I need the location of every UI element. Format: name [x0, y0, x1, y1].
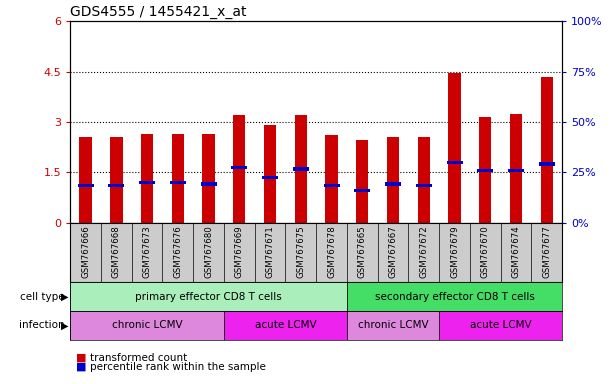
- Text: GSM767675: GSM767675: [296, 226, 306, 278]
- Text: GSM767671: GSM767671: [266, 226, 274, 278]
- Text: acute LCMV: acute LCMV: [470, 320, 532, 331]
- Bar: [70, 282, 347, 311]
- Bar: [510, 114, 522, 223]
- Bar: [264, 125, 276, 223]
- Text: ▶: ▶: [61, 320, 68, 331]
- Bar: [232, 166, 247, 169]
- Bar: [78, 184, 93, 187]
- Text: ■: ■: [76, 353, 87, 363]
- Bar: [172, 134, 184, 223]
- Bar: [385, 182, 401, 186]
- Bar: [262, 176, 278, 179]
- Bar: [356, 141, 368, 223]
- Bar: [477, 169, 493, 172]
- Bar: [70, 311, 224, 340]
- Bar: [202, 134, 214, 223]
- Text: GSM767679: GSM767679: [450, 226, 459, 278]
- Bar: [447, 161, 463, 164]
- Bar: [354, 189, 370, 192]
- Text: GSM767678: GSM767678: [327, 226, 336, 278]
- Text: GSM767677: GSM767677: [542, 226, 551, 278]
- Bar: [200, 182, 216, 186]
- Bar: [224, 311, 347, 340]
- Text: GSM767673: GSM767673: [142, 226, 152, 278]
- Bar: [108, 184, 125, 187]
- Bar: [293, 167, 309, 170]
- Text: GDS4555 / 1455421_x_at: GDS4555 / 1455421_x_at: [70, 5, 247, 19]
- Text: acute LCMV: acute LCMV: [255, 320, 316, 331]
- Bar: [539, 162, 555, 166]
- Bar: [139, 181, 155, 184]
- Bar: [416, 184, 432, 187]
- Bar: [295, 115, 307, 223]
- Text: GSM767672: GSM767672: [419, 226, 428, 278]
- Bar: [387, 137, 399, 223]
- Text: ▶: ▶: [61, 291, 68, 302]
- Bar: [324, 184, 340, 187]
- Bar: [347, 282, 562, 311]
- Text: GSM767674: GSM767674: [511, 226, 521, 278]
- Bar: [418, 137, 430, 223]
- Bar: [170, 181, 186, 184]
- Text: percentile rank within the sample: percentile rank within the sample: [90, 362, 266, 372]
- Text: ■: ■: [76, 362, 87, 372]
- Text: transformed count: transformed count: [90, 353, 187, 363]
- Text: GSM767670: GSM767670: [481, 226, 490, 278]
- Text: primary effector CD8 T cells: primary effector CD8 T cells: [135, 291, 282, 302]
- Text: chronic LCMV: chronic LCMV: [357, 320, 428, 331]
- Bar: [233, 115, 246, 223]
- Bar: [479, 117, 491, 223]
- Text: GSM767668: GSM767668: [112, 226, 121, 278]
- Text: GSM767669: GSM767669: [235, 226, 244, 278]
- Text: GSM767676: GSM767676: [174, 226, 182, 278]
- Bar: [508, 169, 524, 172]
- Bar: [541, 76, 553, 223]
- Bar: [439, 311, 562, 340]
- Text: cell type: cell type: [20, 291, 64, 302]
- Text: GSM767680: GSM767680: [204, 226, 213, 278]
- Text: chronic LCMV: chronic LCMV: [112, 320, 183, 331]
- Text: infection: infection: [18, 320, 64, 331]
- Bar: [448, 73, 461, 223]
- Bar: [110, 137, 123, 223]
- Bar: [347, 311, 439, 340]
- Bar: [79, 137, 92, 223]
- Text: GSM767667: GSM767667: [389, 226, 398, 278]
- Bar: [326, 136, 338, 223]
- Text: secondary effector CD8 T cells: secondary effector CD8 T cells: [375, 291, 535, 302]
- Bar: [141, 134, 153, 223]
- Text: GSM767666: GSM767666: [81, 226, 90, 278]
- Text: GSM767665: GSM767665: [358, 226, 367, 278]
